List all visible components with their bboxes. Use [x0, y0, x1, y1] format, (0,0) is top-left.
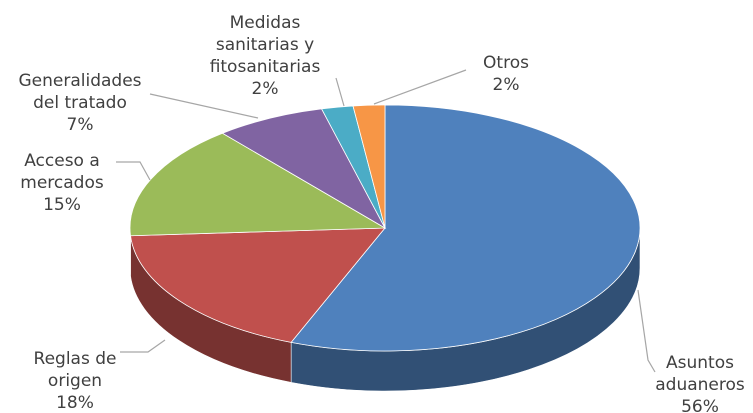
leader-line [335, 77, 345, 107]
category-label: Acceso a mercados [20, 151, 104, 193]
slice [221, 108, 387, 230]
leader-line [120, 339, 166, 353]
leader-line [373, 69, 467, 105]
slice-label: Asuntos aduaneros 56% [655, 352, 745, 413]
category-label: Medidas sanitarias y fitosanitarias [209, 13, 321, 77]
category-label: Reglas de origen [33, 349, 117, 391]
value-label: 2% [251, 79, 279, 99]
value-label: 2% [492, 75, 520, 95]
slice [290, 104, 641, 352]
leader-line [149, 93, 259, 119]
slice-label: Reglas de origen 18% [34, 348, 117, 413]
category-label: Generalidades del tratado [18, 71, 142, 113]
slices [129, 104, 641, 392]
value-label: 7% [66, 115, 94, 135]
leader-line [116, 161, 151, 181]
slice-label: Acceso a mercados 15% [20, 150, 103, 216]
category-label: Otros [483, 53, 529, 73]
slice-label: Medidas sanitarias y fitosanitarias 2% [210, 12, 321, 100]
value-label: 15% [43, 195, 81, 215]
slice-label: Generalidades del tratado 7% [18, 70, 141, 136]
leader-line [637, 289, 656, 373]
slice-label: Otros 2% [483, 52, 529, 96]
category-label: Asuntos aduaneros [655, 353, 745, 395]
slice [129, 132, 387, 237]
value-label: 18% [56, 393, 94, 413]
value-label: 56% [681, 397, 719, 413]
slice [130, 227, 386, 343]
slice [352, 104, 386, 229]
